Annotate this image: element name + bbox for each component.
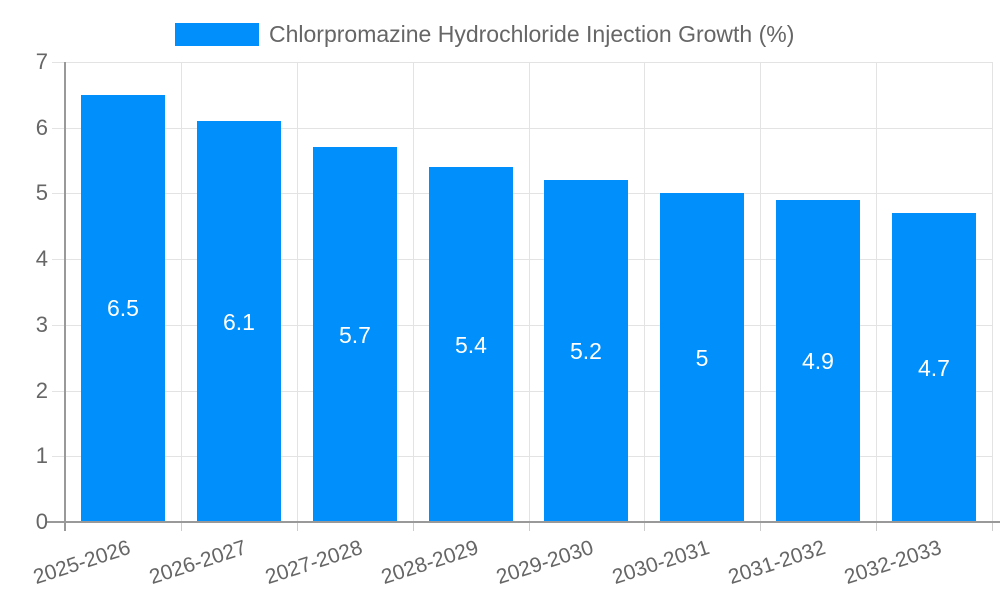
x-axis-tick (413, 522, 414, 531)
legend-label: Chlorpromazine Hydrochloride Injection G… (269, 21, 795, 47)
x-axis-label: 2028-2029 (378, 536, 481, 589)
x-axis-tick (529, 522, 530, 531)
y-axis-tick-label: 1 (35, 443, 48, 468)
y-axis-line (64, 62, 66, 531)
h-gridline (52, 62, 992, 63)
v-gridline (992, 62, 993, 522)
y-axis-tick-label: 5 (35, 180, 48, 205)
y-axis-tick-label: 3 (35, 312, 48, 337)
h-gridline (52, 456, 992, 457)
x-axis-tick (876, 522, 877, 531)
v-gridline (760, 62, 761, 522)
h-gridline (52, 259, 992, 260)
v-gridline (876, 62, 877, 522)
x-axis-tick (760, 522, 761, 531)
h-gridline (52, 391, 992, 392)
x-axis-line (47, 521, 1000, 523)
x-axis-label: 2029-2030 (493, 536, 596, 589)
x-axis-tick (181, 522, 182, 531)
legend-color-marker (175, 23, 259, 46)
bar-2032-2033[interactable] (892, 213, 976, 522)
x-axis-label: 2026-2027 (146, 536, 249, 589)
v-gridline (529, 62, 530, 522)
v-gridline (413, 62, 414, 522)
legend-item[interactable]: Chlorpromazine Hydrochloride Injection G… (175, 21, 794, 48)
bar-2028-2029[interactable] (429, 167, 513, 522)
v-gridline (644, 62, 645, 522)
x-axis-label: 2031-2032 (725, 536, 828, 589)
h-gridline (52, 193, 992, 194)
h-gridline (52, 128, 992, 129)
bar-2026-2027[interactable] (197, 121, 281, 522)
y-axis-tick-label: 7 (35, 49, 48, 74)
y-axis-tick-label: 2 (35, 378, 48, 403)
y-axis-tick-label: 6 (35, 115, 48, 140)
h-gridline (52, 325, 992, 326)
x-axis-tick (297, 522, 298, 531)
y-axis-tick-label: 0 (35, 509, 48, 534)
x-axis-tick (992, 522, 993, 531)
v-gridline (297, 62, 298, 522)
y-axis-tick-label: 4 (35, 246, 48, 271)
x-axis-label: 2027-2028 (262, 536, 365, 589)
bar-2031-2032[interactable] (776, 200, 860, 522)
x-axis-label: 2025-2026 (30, 536, 133, 589)
bar-2025-2026[interactable] (81, 95, 165, 522)
bar-2030-2031[interactable] (660, 193, 744, 522)
bar-2029-2030[interactable] (544, 180, 628, 522)
x-axis-label: 2032-2033 (841, 536, 944, 589)
v-gridline (181, 62, 182, 522)
x-axis-label: 2030-2031 (609, 536, 712, 589)
bar-2027-2028[interactable] (313, 147, 397, 522)
x-axis-tick (644, 522, 645, 531)
